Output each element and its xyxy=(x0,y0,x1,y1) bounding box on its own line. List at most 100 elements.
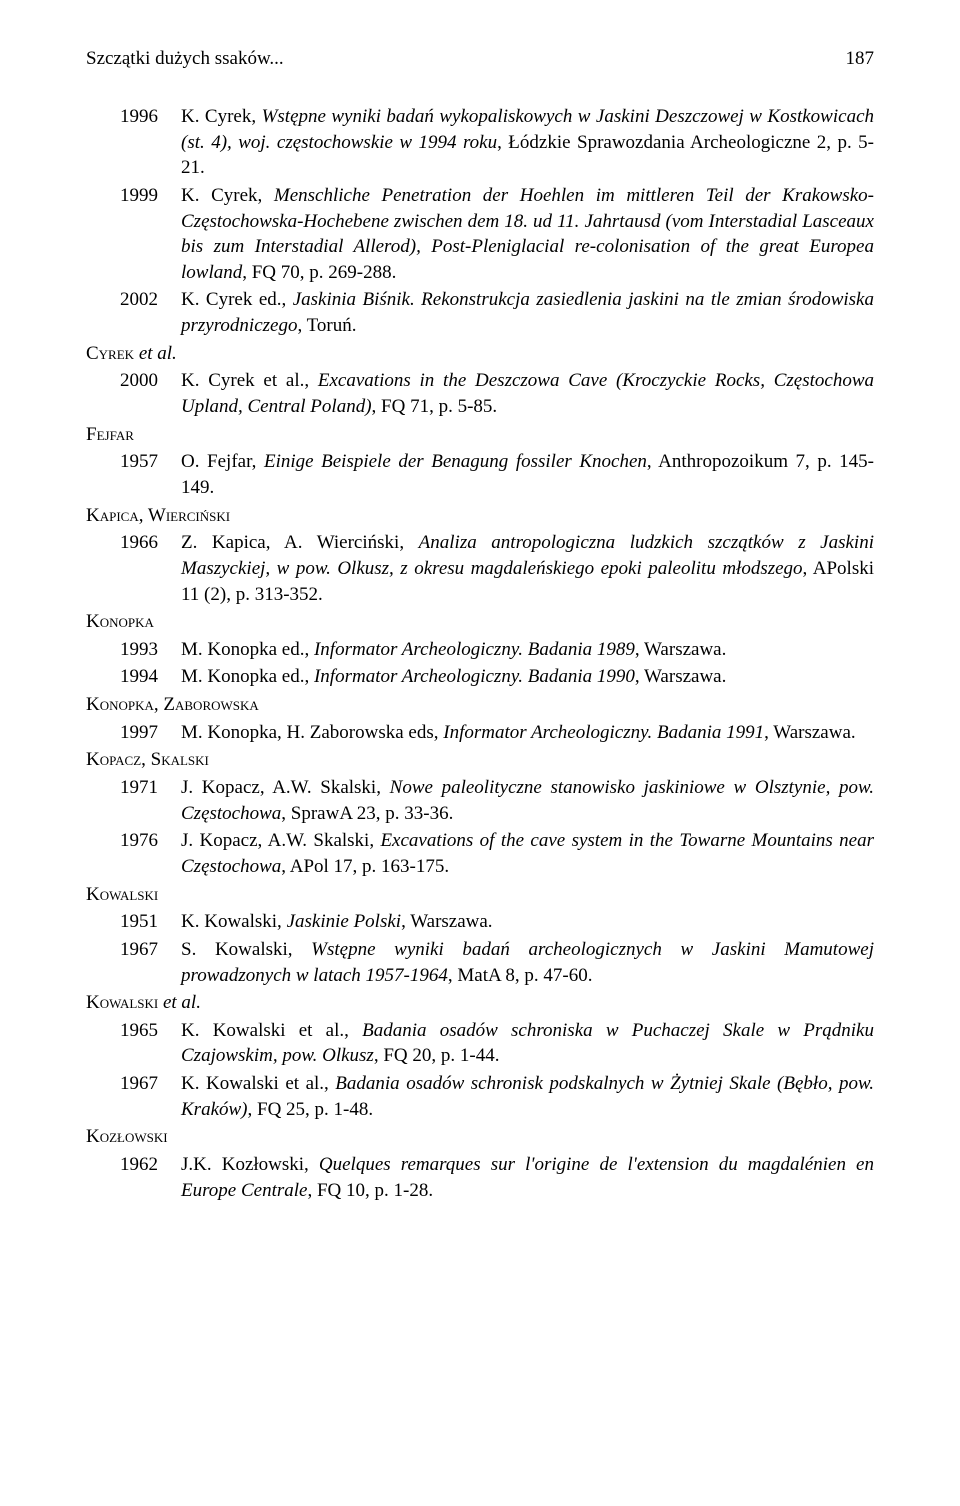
entry-text: M. Konopka ed., Informator Archeologiczn… xyxy=(181,637,874,663)
entry-segment: , Warszawa. xyxy=(401,911,493,932)
author-segment: Kapica, Wierciński xyxy=(86,505,230,526)
entry-segment: Informator Archeologiczny. Badania 1991 xyxy=(443,722,764,743)
page-container: Szczątki dużych ssaków... 187 1996K. Cyr… xyxy=(0,0,960,1253)
entry-year: 1957 xyxy=(86,449,181,500)
running-head-right: 187 xyxy=(846,48,875,70)
entry-text: M. Konopka ed., Informator Archeologiczn… xyxy=(181,664,874,690)
author-segment: et al. xyxy=(163,992,201,1013)
bibliography-entry: 1996K. Cyrek, Wstępne wyniki badań wykop… xyxy=(86,104,874,181)
bibliography-entry: 1997M. Konopka, H. Zaborowska eds, Infor… xyxy=(86,720,874,746)
author-segment: Konopka, Zaborowska xyxy=(86,694,259,715)
entry-segment: M. Konopka ed., xyxy=(181,639,314,660)
entry-segment: K. Kowalski et al., xyxy=(181,1020,362,1041)
entry-segment: K. Kowalski, xyxy=(181,911,287,932)
bibliography-entry: 1965K. Kowalski et al., Badania osadów s… xyxy=(86,1018,874,1069)
entry-text: Z. Kapica, A. Wierciński, Analiza antrop… xyxy=(181,530,874,607)
bibliography-entry: 1994M. Konopka ed., Informator Archeolog… xyxy=(86,664,874,690)
entry-segment: J. Kopacz, A.W. Skalski, xyxy=(181,830,380,851)
entry-text: J. Kopacz, A.W. Skalski, Excavations of … xyxy=(181,828,874,879)
entry-segment: M. Konopka, H. Zaborowska eds, xyxy=(181,722,443,743)
entry-year: 1999 xyxy=(86,183,181,286)
entry-segment: Informator Archeologiczny. Badania 1990 xyxy=(314,666,635,687)
entry-segment: K. Cyrek ed., xyxy=(181,289,293,310)
entry-segment: , Warszawa. xyxy=(764,722,856,743)
entry-segment: K. Cyrek, xyxy=(181,106,262,127)
author-heading: Kozłowski xyxy=(86,1124,874,1150)
author-segment: Cyrek xyxy=(86,343,134,364)
bibliography-entry: 1976J. Kopacz, A.W. Skalski, Excavations… xyxy=(86,828,874,879)
entry-year: 1993 xyxy=(86,637,181,663)
entry-segment: K. Cyrek, xyxy=(181,185,274,206)
bibliography-entry: 1971J. Kopacz, A.W. Skalski, Nowe paleol… xyxy=(86,775,874,826)
entry-segment: , Toruń. xyxy=(297,315,356,336)
entry-year: 2000 xyxy=(86,368,181,419)
author-heading: Kowalski xyxy=(86,882,874,908)
author-segment: et al. xyxy=(139,343,177,364)
entry-year: 1967 xyxy=(86,937,181,988)
entry-year: 1971 xyxy=(86,775,181,826)
entry-segment: , SprawA 23, p. 33-36. xyxy=(281,803,453,824)
entry-text: M. Konopka, H. Zaborowska eds, Informato… xyxy=(181,720,874,746)
entry-segment: J.K. Kozłowski, xyxy=(181,1154,319,1175)
entry-text: J.K. Kozłowski, Quelques remarques sur l… xyxy=(181,1152,874,1203)
bibliography-entry: 1999K. Cyrek, Menschliche Penetration de… xyxy=(86,183,874,286)
entry-year: 1997 xyxy=(86,720,181,746)
author-heading: Fejfar xyxy=(86,422,874,448)
bibliography-entry: 2002K. Cyrek ed., Jaskinia Biśnik. Rekon… xyxy=(86,287,874,338)
entry-year: 1966 xyxy=(86,530,181,607)
entry-year: 1962 xyxy=(86,1152,181,1203)
entry-segment: , FQ 10, p. 1-28. xyxy=(307,1180,433,1201)
entry-text: K. Cyrek ed., Jaskinia Biśnik. Rekonstru… xyxy=(181,287,874,338)
entry-segment: O. Fejfar, xyxy=(181,451,264,472)
entry-segment: S. Kowalski, xyxy=(181,939,311,960)
bibliography-entry: 1993M. Konopka ed., Informator Archeolog… xyxy=(86,637,874,663)
bibliography-entry: 1967S. Kowalski, Wstępne wyniki badań ar… xyxy=(86,937,874,988)
entry-segment: Z. Kapica, A. Wierciński, xyxy=(181,532,419,553)
entry-year: 1965 xyxy=(86,1018,181,1069)
bibliography-entry: 1962J.K. Kozłowski, Quelques remarques s… xyxy=(86,1152,874,1203)
entry-text: J. Kopacz, A.W. Skalski, Nowe paleolityc… xyxy=(181,775,874,826)
entry-text: K. Cyrek, Menschliche Penetration der Ho… xyxy=(181,183,874,286)
author-heading: Kapica, Wierciński xyxy=(86,503,874,529)
entry-text: K. Kowalski et al., Badania osadów schro… xyxy=(181,1071,874,1122)
entry-segment: , APol 17, p. 163-175. xyxy=(281,856,449,877)
entry-text: S. Kowalski, Wstępne wyniki badań archeo… xyxy=(181,937,874,988)
author-segment: Kowalski xyxy=(86,992,158,1013)
author-heading: Konopka xyxy=(86,609,874,635)
author-heading: Kowalski et al. xyxy=(86,990,874,1016)
entry-segment: , MatA 8, p. 47-60. xyxy=(448,965,593,986)
entry-segment: , FQ 20, p. 1-44. xyxy=(374,1045,500,1066)
entry-segment: Einige Beispiele der Benagung fossiler K… xyxy=(264,451,647,472)
bibliography-entry: 1967K. Kowalski et al., Badania osadów s… xyxy=(86,1071,874,1122)
bibliography-list: 1996K. Cyrek, Wstępne wyniki badań wykop… xyxy=(86,104,874,1203)
entry-year: 1967 xyxy=(86,1071,181,1122)
entry-segment: K. Kowalski et al., xyxy=(181,1073,335,1094)
entry-year: 2002 xyxy=(86,287,181,338)
entry-segment: Informator Archeologiczny. Badania 1989 xyxy=(314,639,635,660)
entry-segment: , FQ 71, p. 5-85. xyxy=(372,396,498,417)
author-segment: Kozłowski xyxy=(86,1126,168,1147)
author-segment: Kopacz, Skalski xyxy=(86,749,209,770)
entry-segment: , FQ 70, p. 269-288. xyxy=(242,262,396,283)
entry-year: 1976 xyxy=(86,828,181,879)
entry-segment: M. Konopka ed., xyxy=(181,666,314,687)
entry-year: 1996 xyxy=(86,104,181,181)
entry-text: K. Cyrek et al., Excavations in the Desz… xyxy=(181,368,874,419)
entry-segment: J. Kopacz, A.W. Skalski, xyxy=(181,777,390,798)
author-heading: Kopacz, Skalski xyxy=(86,747,874,773)
entry-segment: , Warszawa. xyxy=(635,666,727,687)
entry-segment: Jaskinie Polski xyxy=(287,911,402,932)
entry-year: 1951 xyxy=(86,909,181,935)
entry-text: K. Cyrek, Wstępne wyniki badań wykopalis… xyxy=(181,104,874,181)
entry-year: 1994 xyxy=(86,664,181,690)
entry-text: O. Fejfar, Einige Beispiele der Benagung… xyxy=(181,449,874,500)
bibliography-entry: 1957O. Fejfar, Einige Beispiele der Bena… xyxy=(86,449,874,500)
author-heading: Cyrek et al. xyxy=(86,341,874,367)
bibliography-entry: 2000K. Cyrek et al., Excavations in the … xyxy=(86,368,874,419)
entry-segment: K. Cyrek et al., xyxy=(181,370,318,391)
author-segment: Fejfar xyxy=(86,424,134,445)
entry-segment: , FQ 25, p. 1-48. xyxy=(248,1099,374,1120)
bibliography-entry: 1966Z. Kapica, A. Wierciński, Analiza an… xyxy=(86,530,874,607)
entry-text: K. Kowalski et al., Badania osadów schro… xyxy=(181,1018,874,1069)
entry-segment: , Warszawa. xyxy=(635,639,727,660)
